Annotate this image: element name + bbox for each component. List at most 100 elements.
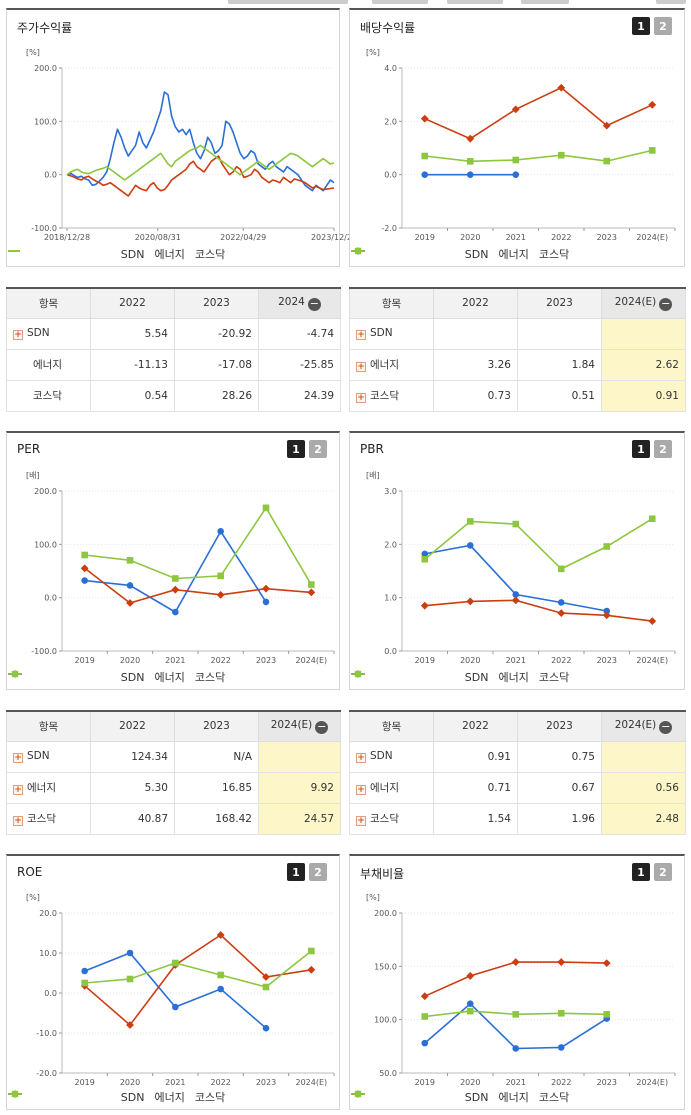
value-cell: 3.26 bbox=[433, 348, 518, 381]
column-header-label: 항목 bbox=[38, 297, 59, 310]
view-button-1[interactable]: 1 bbox=[632, 863, 650, 881]
x-tick-label: 2022 bbox=[551, 656, 571, 665]
view-button-2[interactable]: 2 bbox=[309, 863, 327, 881]
view-button-2[interactable]: 2 bbox=[654, 440, 672, 458]
view-button-1[interactable]: 1 bbox=[632, 17, 650, 35]
x-tick-label: 2024(E) bbox=[636, 233, 668, 242]
data-point-에너지 bbox=[511, 105, 520, 114]
data-point-코스닥 bbox=[557, 565, 565, 573]
column-header: 2024(E) − bbox=[601, 287, 686, 319]
legend-item[interactable]: 코스닥 bbox=[351, 669, 569, 685]
data-point-에너지 bbox=[466, 972, 475, 980]
y-tick-label: 100.0 bbox=[34, 117, 57, 126]
top-tab-3[interactable] bbox=[521, 0, 569, 4]
top-tab-0[interactable] bbox=[228, 0, 348, 4]
legend-item[interactable]: 에너지 bbox=[8, 1089, 185, 1105]
legend-item[interactable]: 에너지 bbox=[351, 669, 529, 685]
value-cell: 0.75 bbox=[517, 740, 602, 773]
y-tick-label: 100.0 bbox=[34, 540, 57, 549]
view-button-1[interactable]: 1 bbox=[287, 440, 305, 458]
legend-item[interactable]: SDN bbox=[8, 246, 144, 262]
collapse-icon[interactable]: − bbox=[315, 719, 329, 734]
legend-item[interactable]: SDN bbox=[351, 1089, 488, 1105]
expand-icon[interactable]: + bbox=[13, 753, 23, 763]
legend-item[interactable]: 에너지 bbox=[8, 669, 185, 685]
legend-item[interactable]: SDN bbox=[8, 1089, 144, 1105]
expand-icon[interactable]: + bbox=[356, 330, 366, 340]
legend-item[interactable]: 에너지 bbox=[8, 246, 185, 262]
view-button-1[interactable]: 1 bbox=[287, 863, 305, 881]
legend-item[interactable]: SDN bbox=[8, 669, 144, 685]
legend-item[interactable]: 에너지 bbox=[351, 246, 529, 262]
table-row: + 코스닥 0.73 0.51 0.91 bbox=[349, 379, 686, 412]
column-header-label: 2022 bbox=[119, 297, 146, 310]
value-cell: 40.87 bbox=[90, 802, 175, 835]
expand-icon[interactable]: + bbox=[356, 753, 366, 763]
x-tick-label: 2021 bbox=[506, 233, 526, 242]
table-row: + SDN 5.54 -20.92 -4.74 bbox=[6, 317, 341, 350]
value-cell: -20.92 bbox=[174, 317, 259, 350]
expand-icon[interactable]: + bbox=[356, 785, 366, 795]
top-tab-1[interactable] bbox=[372, 0, 428, 4]
data-point-SDN bbox=[81, 967, 88, 975]
stock-return-chart: [%] -100.0 0.0 100.0 200.0 2018/12/28 2020/08/… bbox=[26, 48, 357, 242]
panel-title: 주가수익률 bbox=[17, 21, 73, 35]
chart-legend: SDN 에너지 코스닥 bbox=[350, 669, 684, 685]
expand-icon[interactable]: + bbox=[13, 330, 23, 340]
panel-title: 배당수익률 bbox=[360, 21, 416, 35]
panel-title: ROE bbox=[17, 865, 43, 879]
y-tick-label: 0.0 bbox=[384, 171, 397, 180]
expand-icon[interactable]: + bbox=[13, 816, 23, 826]
row-label: SDN bbox=[27, 327, 50, 339]
column-header: 2022 bbox=[433, 710, 518, 742]
data-point-에너지 bbox=[420, 992, 429, 1001]
column-header-label: 항목 bbox=[38, 720, 59, 733]
data-point-코스닥 bbox=[217, 971, 224, 979]
row-label-cell: + SDN bbox=[6, 317, 91, 350]
legend-item[interactable]: SDN bbox=[351, 669, 488, 685]
row-label: 에너지 bbox=[27, 782, 56, 794]
legend-item[interactable]: 코스닥 bbox=[351, 246, 569, 262]
legend-swatch bbox=[351, 670, 365, 678]
expand-icon[interactable]: + bbox=[356, 362, 366, 372]
top-tab-2[interactable] bbox=[447, 0, 503, 4]
view-button-2[interactable]: 2 bbox=[654, 17, 672, 35]
chart-legend: SDN 에너지 코스닥 bbox=[7, 669, 339, 685]
row-label-cell: + 코스닥 bbox=[349, 379, 434, 412]
expand-icon[interactable]: + bbox=[356, 393, 366, 403]
chart-legend: SDN 에너지 코스닥 bbox=[350, 246, 684, 262]
expand-icon[interactable]: + bbox=[13, 785, 23, 795]
column-header-label: 2023 bbox=[203, 297, 230, 310]
data-point-에너지 bbox=[511, 958, 520, 966]
legend-item[interactable]: 코스닥 bbox=[8, 1089, 225, 1105]
view-button-2[interactable]: 2 bbox=[309, 440, 327, 458]
value-cell: 1.96 bbox=[517, 802, 602, 835]
view-button-2[interactable]: 2 bbox=[654, 863, 672, 881]
legend-item[interactable]: SDN bbox=[351, 246, 488, 262]
row-label-cell: + 에너지 bbox=[6, 771, 91, 804]
row-label-cell: + SDN bbox=[349, 317, 434, 350]
value-cell: 0.71 bbox=[433, 771, 518, 804]
legend-label: 에너지 bbox=[154, 1091, 185, 1104]
y-tick-label: 4.0 bbox=[384, 64, 397, 73]
data-point-에너지 bbox=[420, 114, 429, 123]
data-point-에너지 bbox=[126, 1021, 134, 1029]
top-tab-4[interactable] bbox=[656, 0, 686, 4]
value-cell: 24.57 bbox=[258, 802, 341, 835]
legend-item[interactable]: 코스닥 bbox=[351, 1089, 569, 1105]
y-tick-label: 0.0 bbox=[384, 647, 397, 656]
legend-item[interactable]: 코스닥 bbox=[8, 246, 226, 262]
x-tick-label: 2019 bbox=[74, 656, 94, 665]
legend-item[interactable]: 에너지 bbox=[351, 1089, 529, 1105]
expand-icon[interactable]: + bbox=[356, 816, 366, 826]
value-cell: 0.51 bbox=[517, 379, 602, 412]
table-row: + SDN 0.91 0.75 bbox=[349, 740, 686, 773]
collapse-icon[interactable]: − bbox=[307, 296, 321, 311]
y-tick-label: 0.0 bbox=[44, 594, 57, 603]
legend-label: 코스닥 bbox=[194, 248, 226, 261]
legend-item[interactable]: 코스닥 bbox=[8, 669, 225, 685]
y-tick-label: -100.0 bbox=[31, 224, 57, 233]
collapse-icon[interactable]: − bbox=[659, 719, 673, 734]
view-button-1[interactable]: 1 bbox=[632, 440, 650, 458]
collapse-icon[interactable]: − bbox=[659, 296, 673, 311]
